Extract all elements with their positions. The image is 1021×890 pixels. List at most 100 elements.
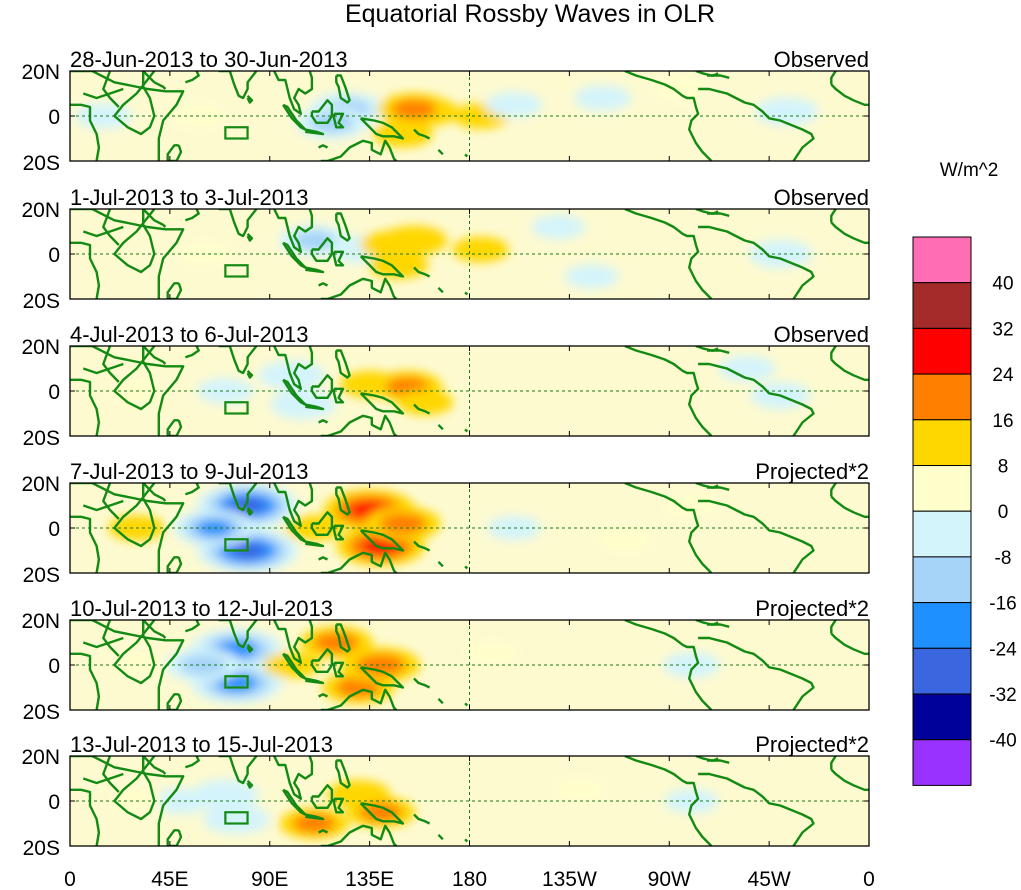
y-tick-label: 20N [21,610,60,633]
coastline [185,483,200,496]
coastline [707,757,719,762]
coastline [70,378,101,436]
coastline [624,483,713,573]
coastline [413,677,431,689]
colorbar-label: -8 [995,548,1012,569]
coastline [305,266,325,274]
coastline [830,358,869,381]
coastline [830,346,837,360]
coastline [218,209,258,238]
colorbar-swatch [912,465,972,512]
coastline [305,677,325,685]
coastline [464,428,469,433]
coastline [70,756,185,846]
y-tick-label: 0 [48,244,60,267]
coastline [246,779,254,789]
y-tick-label: 20N [21,473,60,496]
coastline [830,83,869,106]
panel-period: 4-Jul-2013 to 6-Jul-2013 [70,322,308,347]
coastline [318,419,329,424]
colorbar-swatch [912,373,972,421]
coastline [310,237,334,262]
anomaly-cell [718,355,776,382]
coastline [318,556,329,561]
anomaly-cell [292,230,336,251]
x-tick-label: 45E [151,868,188,890]
coastline [318,829,329,834]
panel-period: 10-Jul-2013 to 12-Jul-2013 [70,596,333,621]
coastline [318,693,329,698]
coastline [332,250,345,267]
coastline [359,392,405,415]
coastline [166,556,183,573]
coastline [82,225,124,238]
coastline [830,632,869,655]
coastline [318,282,329,287]
coastline [624,620,713,710]
coastline [464,291,469,296]
reference-box [224,538,249,552]
panel-stack: 20N 0 20S 28-Jun-2013 to 30-Jun-2013 Observe… [21,47,870,860]
coastline [185,71,200,84]
coastline [320,277,398,299]
coastline [82,87,124,100]
coastline [464,565,469,570]
anomaly-cell [203,804,270,834]
coastline [273,756,314,800]
x-tick-label: 135W [542,868,597,890]
coastline [707,621,719,626]
anomaly-cell [380,225,448,256]
coastlines [70,71,869,161]
coastline [70,620,185,710]
coastline [698,772,815,846]
colorbar-swatch [912,602,972,649]
reference-box [224,126,249,140]
coastline [273,346,314,390]
colorbar-label: -32 [989,685,1016,706]
coastline [464,153,469,158]
coastline [413,403,431,415]
coastline [185,756,200,769]
panel-kind: Observed [774,322,869,347]
coastline [70,788,101,846]
coastline [707,72,719,77]
panel: 20N 0 20S 10-Jul-2013 to 12-Jul-2013 Project… [21,596,870,724]
coastline [464,838,469,843]
colorbar-label: 40 [992,274,1013,295]
y-tick-label: 20N [21,199,60,222]
anomaly-cell [485,91,543,118]
coastline [830,209,837,223]
colorbar-label: -16 [989,594,1016,615]
anomaly-cell [574,85,632,111]
coastline [437,148,444,156]
coastline [70,652,101,710]
colorbar-swatch [912,236,972,284]
anomaly-cell [487,515,541,541]
coastline [413,540,431,552]
panel-period: 13-Jul-2013 to 15-Jul-2013 [70,732,333,757]
anomaly-cell [755,97,819,126]
colorbar-label: 16 [992,411,1013,432]
y-tick-label: 0 [48,655,60,678]
coastline [698,362,815,436]
anomaly-cell [396,389,454,416]
coastline [166,144,183,161]
colorbar-swatch [912,327,972,375]
x-tick-label: 0 [64,868,76,890]
panel-kind: Projected*2 [755,596,869,621]
coastline [359,529,405,552]
colorbar-label: -24 [989,639,1017,660]
anomaly-cell [555,778,606,802]
coastline [624,71,713,161]
coastline [332,112,345,129]
anomaly-cell [313,632,359,653]
coastline [218,483,258,512]
coastline [830,620,837,634]
panel: 20N 0 20S 13-Jul-2013 to 15-Jul-2013 Project… [21,732,870,860]
coastline [332,661,345,678]
coastline [437,286,444,294]
panel: 20N 0 20S 1-Jul-2013 to 3-Jul-2013 Observed [21,185,870,313]
coastline [310,648,334,673]
x-tick-label: 0 [863,868,875,890]
coastline [698,87,815,161]
